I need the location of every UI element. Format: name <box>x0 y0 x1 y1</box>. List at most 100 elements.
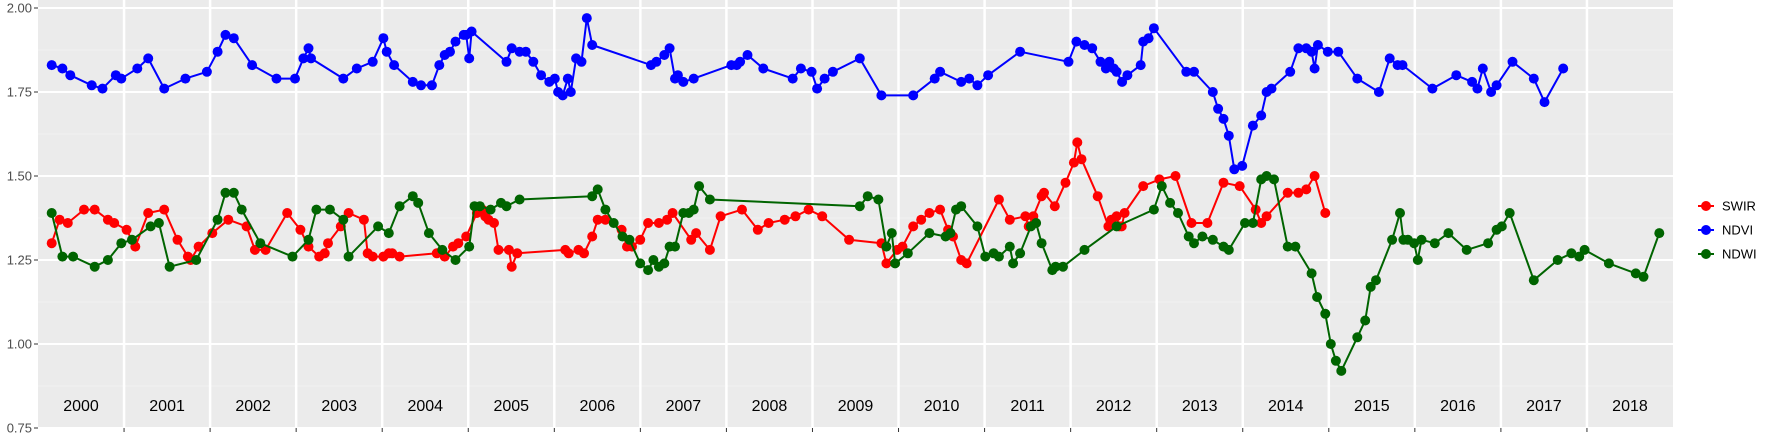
data-point-ndwi <box>1603 258 1614 269</box>
data-point-swir <box>600 214 611 225</box>
data-point-ndvi <box>1285 66 1296 77</box>
year-label: 2013 <box>1182 398 1218 415</box>
data-point-ndvi <box>1247 120 1258 131</box>
year-label: 2005 <box>493 398 529 415</box>
data-point-ndvi <box>1148 23 1159 34</box>
data-point-swir <box>1076 154 1087 165</box>
data-point-ndvi <box>520 46 531 57</box>
series-ndvi <box>46 13 1569 175</box>
data-point-swir <box>1049 201 1060 212</box>
data-point-ndvi <box>143 53 154 64</box>
data-point-ndvi <box>1117 76 1128 87</box>
data-point-swir <box>512 248 523 259</box>
data-point-ndvi <box>1427 83 1438 94</box>
data-point-ndvi <box>1451 70 1462 81</box>
data-point-ndvi <box>1486 87 1497 97</box>
year-label: 2015 <box>1354 398 1390 415</box>
data-point-ndwi <box>1566 248 1577 259</box>
data-point-swir <box>1202 218 1213 228</box>
data-point-ndwi <box>116 238 127 249</box>
data-point-swir <box>961 258 972 269</box>
data-point-ndvi <box>1477 63 1488 74</box>
data-point-swir <box>653 218 664 228</box>
data-point-ndwi <box>956 201 967 212</box>
data-point-ndwi <box>670 241 680 252</box>
data-point-ndwi <box>1654 228 1665 239</box>
data-point-ndwi <box>608 218 619 228</box>
data-point-ndwi <box>423 228 434 239</box>
data-point-ndvi <box>1237 160 1248 171</box>
data-point-ndvi <box>562 73 573 84</box>
data-point-ndvi <box>1207 87 1218 97</box>
data-point-ndwi <box>1312 292 1323 302</box>
data-point-ndvi <box>581 13 592 24</box>
data-point-ndwi <box>1412 255 1423 265</box>
data-point-ndwi <box>1320 308 1331 319</box>
data-point-ndwi <box>191 255 202 265</box>
data-point-swir <box>1218 177 1229 188</box>
legend-key-point <box>1701 201 1711 211</box>
year-label: 2007 <box>666 398 702 415</box>
data-point-ndvi <box>1181 66 1192 77</box>
data-point-ndwi <box>1223 244 1234 255</box>
data-point-ndwi <box>945 228 956 239</box>
data-point-ndvi <box>557 90 568 101</box>
data-point-ndwi <box>127 234 137 245</box>
data-point-ndwi <box>1165 197 1176 208</box>
series-ndwi <box>46 171 1665 376</box>
data-point-ndwi <box>1306 268 1317 279</box>
data-point-ndwi <box>659 258 670 269</box>
data-point-ndwi <box>1207 234 1218 245</box>
data-point-swir <box>667 208 678 218</box>
data-point-ndvi <box>1063 56 1074 67</box>
data-point-ndwi <box>890 258 901 269</box>
data-point-ndvi <box>1213 103 1224 114</box>
year-label: 2010 <box>924 398 960 415</box>
data-point-ndvi <box>228 33 239 44</box>
year-labels: 2000 2001 2002 2003 2004 2005 2006 2007 2008 2009… <box>63 398 1648 415</box>
data-point-ndwi <box>635 258 646 269</box>
data-point-swir <box>159 204 170 215</box>
data-point-ndwi <box>153 218 164 228</box>
legend-key-point <box>1701 225 1711 235</box>
data-point-ndvi <box>876 90 887 101</box>
data-point-swir <box>643 218 654 228</box>
data-point-ndvi <box>1189 66 1199 77</box>
data-point-ndvi <box>159 83 170 94</box>
data-point-ndwi <box>287 251 298 262</box>
data-point-ndwi <box>688 204 699 215</box>
data-point-ndvi <box>1256 110 1267 121</box>
data-point-ndwi <box>1416 234 1427 245</box>
data-point-swir <box>897 241 908 252</box>
data-point-ndwi <box>164 261 175 272</box>
data-point-ndwi <box>1282 241 1293 252</box>
data-point-ndwi <box>587 191 598 202</box>
data-point-ndvi <box>1266 83 1277 94</box>
data-point-swir <box>563 248 574 259</box>
data-point-ndwi <box>924 228 935 239</box>
data-point-swir <box>662 214 673 225</box>
legend-item-ndwi: NDWI <box>1698 247 1757 262</box>
data-point-ndvi <box>1309 63 1320 74</box>
data-point-ndwi <box>624 234 635 245</box>
year-label: 2016 <box>1440 398 1476 415</box>
data-point-ndvi <box>351 63 362 74</box>
data-point-ndwi <box>592 184 603 195</box>
data-point-ndwi <box>1336 365 1347 376</box>
year-label: 2014 <box>1268 398 1304 415</box>
data-point-ndwi <box>704 194 715 205</box>
data-point-swir <box>1170 171 1181 181</box>
data-point-ndvi <box>742 50 753 60</box>
data-point-ndwi <box>1148 204 1159 215</box>
data-point-ndvi <box>201 66 212 77</box>
data-point-ndvi <box>758 63 769 74</box>
data-point-ndwi <box>228 187 239 198</box>
data-point-ndwi <box>1638 271 1649 282</box>
data-point-ndwi <box>1387 234 1398 245</box>
data-point-swir <box>54 214 65 225</box>
data-point-swir <box>1301 184 1312 195</box>
data-point-ndwi <box>46 208 57 218</box>
data-point-ndvi <box>338 73 349 84</box>
data-point-ndwi <box>212 214 223 225</box>
data-point-ndvi <box>1071 36 1082 47</box>
